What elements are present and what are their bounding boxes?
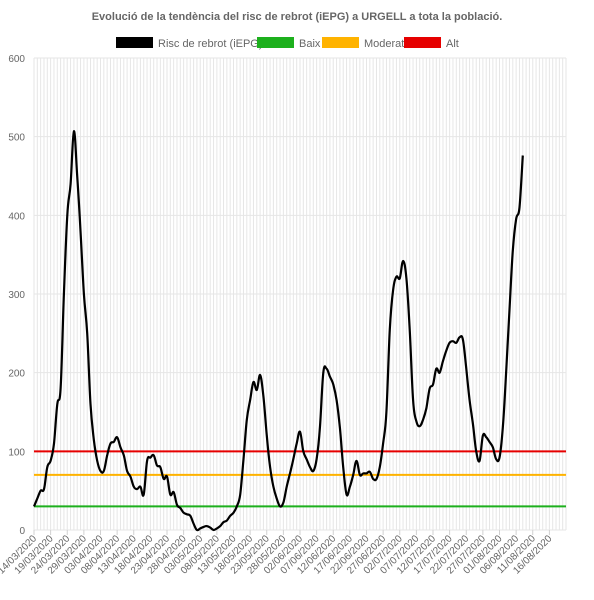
x-axis: 14/03/202019/03/202024/03/202029/03/2020…	[0, 530, 555, 577]
legend-label: Moderat	[364, 38, 404, 50]
chart-title: Evolució de la tendència del risc de reb…	[92, 11, 503, 23]
legend-label: Baix	[299, 38, 321, 50]
y-tick-label: 100	[8, 447, 25, 458]
legend-item[interactable]: Alt	[404, 37, 459, 50]
legend-swatch	[257, 37, 294, 48]
y-tick-label: 0	[19, 526, 25, 537]
legend-swatch	[322, 37, 359, 48]
legend: Risc de rebrot (iEPG) Baix Moderat Alt	[116, 37, 459, 50]
plot-area	[32, 130, 566, 532]
series-line-iepg	[32, 130, 524, 532]
y-tick-label: 600	[8, 54, 25, 65]
legend-swatch	[116, 37, 153, 48]
legend-label: Alt	[446, 38, 459, 50]
legend-label: Risc de rebrot (iEPG)	[158, 38, 263, 50]
grid	[33, 57, 567, 531]
y-tick-label: 200	[8, 369, 25, 380]
legend-item[interactable]: Moderat	[322, 37, 404, 50]
legend-swatch	[404, 37, 441, 48]
y-tick-label: 300	[8, 290, 25, 301]
legend-item[interactable]: Risc de rebrot (iEPG)	[116, 37, 263, 50]
y-tick-label: 500	[8, 133, 25, 144]
y-axis: 0 100 200 300 400 500 600	[8, 54, 25, 537]
y-tick-label: 400	[8, 211, 25, 222]
legend-item[interactable]: Baix	[257, 37, 321, 50]
